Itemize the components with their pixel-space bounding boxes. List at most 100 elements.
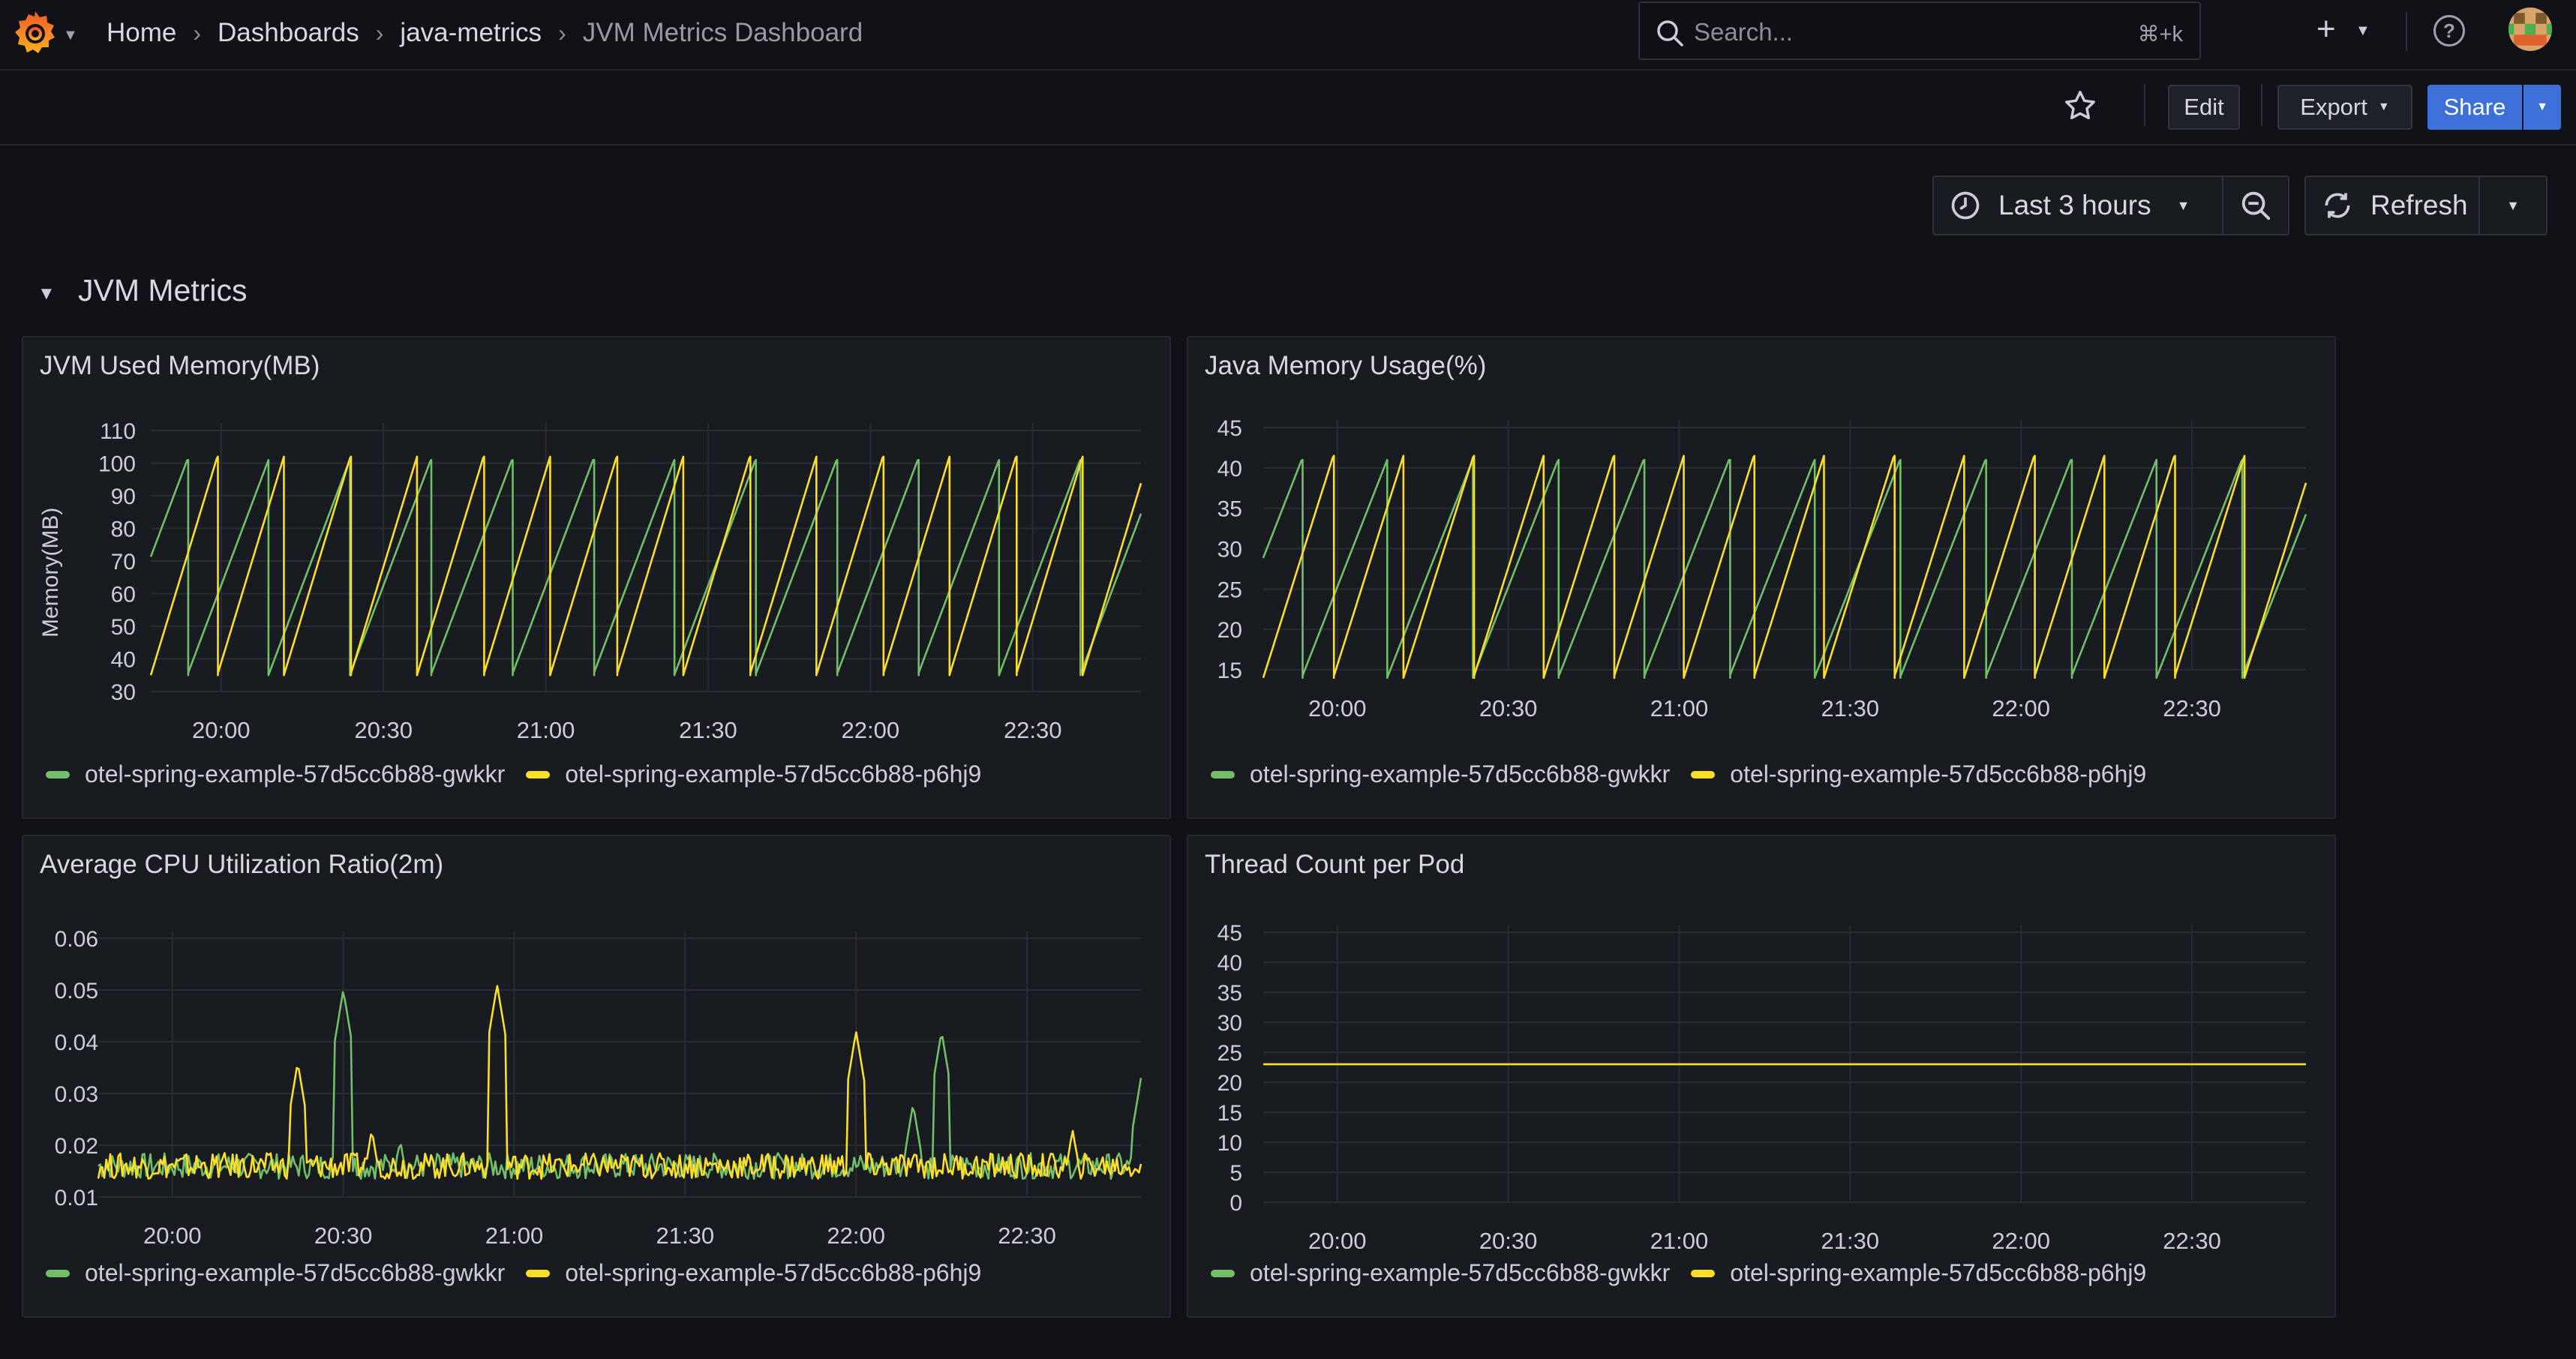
export-label: Export (2300, 94, 2367, 120)
legend-item[interactable]: otel-spring-example-57d5cc6b88-p6hj9 (1691, 1259, 2146, 1287)
x-tick-label: 20:00 (192, 717, 251, 743)
chevron-down-icon: ▼ (2176, 197, 2190, 213)
x-tick-label: 21:30 (656, 1222, 715, 1249)
y-tick-label: 45 (1217, 416, 1242, 441)
y-tick-label: 35 (1217, 497, 1242, 522)
share-button[interactable]: Share (2427, 85, 2522, 130)
refresh-label: Refresh (2370, 190, 2468, 220)
panel-jvm-used-memory[interactable]: JVM Used Memory(MB) Memory(MB) 30 40 50 60 7… (22, 336, 1171, 819)
series-line-gwkkr (98, 991, 1142, 1180)
x-tick-label: 22:00 (842, 717, 900, 743)
x-tick-label: 20:00 (1308, 1228, 1367, 1249)
series-line-gwkkr (1262, 458, 2307, 680)
x-tick-label: 22:00 (827, 1222, 885, 1249)
y-tick-label: 40 (1217, 951, 1242, 976)
refresh-interval-button[interactable]: ▼ (2478, 176, 2547, 236)
legend: otel-spring-example-57d5cc6b88-gwkkr ote… (1211, 760, 2167, 788)
star-icon[interactable] (2063, 88, 2097, 123)
zoom-out-icon (2241, 191, 2271, 220)
legend-item[interactable]: otel-spring-example-57d5cc6b88-p6hj9 (526, 760, 981, 788)
panel-thread-count[interactable]: Thread Count per Pod 0 5 10 15 20 25 30 35 40 45 2… (1187, 835, 2336, 1318)
x-tick-label: 21:00 (485, 1222, 544, 1249)
series-line-gwkkr (149, 458, 1142, 676)
y-tick-label: 5 (1229, 1161, 1242, 1186)
legend-item[interactable]: otel-spring-example-57d5cc6b88-p6hj9 (1691, 760, 2146, 788)
chevron-right-icon: › (558, 19, 566, 46)
chart-thread-count: 0 5 10 15 20 25 30 35 40 45 20:00 20:30 21:00 21:30 22… (1217, 921, 2306, 1249)
legend-item[interactable]: otel-spring-example-57d5cc6b88-gwkkr (1211, 1259, 1670, 1287)
legend-item[interactable]: otel-spring-example-57d5cc6b88-p6hj9 (526, 1259, 981, 1287)
x-tick-label: 22:00 (1992, 1228, 2050, 1249)
legend-label: otel-spring-example-57d5cc6b88-p6hj9 (1730, 1259, 2147, 1286)
panel-title: Average CPU Utilization Ratio(2m) (40, 850, 444, 879)
x-tick-label: 20:00 (143, 1222, 202, 1249)
legend-label: otel-spring-example-57d5cc6b88-gwkkr (1250, 760, 1671, 788)
export-button[interactable]: Export ▼ (2277, 85, 2412, 130)
legend-label: otel-spring-example-57d5cc6b88-gwkkr (1250, 1259, 1671, 1286)
x-tick-label: 20:00 (1308, 695, 1367, 722)
y-tick-label: 50 (111, 615, 136, 640)
dashboard-toolbar (0, 70, 2576, 146)
time-range-picker[interactable]: Last 3 hours ▼ (1932, 176, 2223, 236)
legend-label: otel-spring-example-57d5cc6b88-gwkkr (85, 1259, 506, 1286)
edit-button[interactable]: Edit (2168, 85, 2240, 130)
top-nav-bar: ▼ Home › Dashboards › java-metrics › JVM… (0, 0, 2576, 70)
x-tick-label: 22:30 (2163, 1228, 2221, 1249)
y-tick-label: 25 (1217, 1041, 1242, 1066)
x-tick-label: 21:00 (517, 717, 575, 743)
legend-item[interactable]: otel-spring-example-57d5cc6b88-gwkkr (46, 760, 505, 788)
refresh-icon (2325, 193, 2350, 218)
row-collapse-icon[interactable]: ▼ (38, 284, 56, 304)
panel-java-memory-usage[interactable]: Java Memory Usage(%) 15 20 25 30 35 40 45 20:00… (1187, 336, 2336, 819)
refresh-button[interactable]: Refresh (2304, 176, 2480, 236)
panel-cpu-utilization[interactable]: Average CPU Utilization Ratio(2m) 0.01 0.… (22, 835, 1171, 1318)
y-tick-label: 0.02 (55, 1134, 98, 1159)
y-tick-label: 90 (111, 484, 136, 509)
series-line-p6hj9 (97, 985, 1142, 1180)
chart-jvm-used-memory: 30 40 50 60 70 80 90 100 110 20:00 20:30 21:00 21:30… (98, 419, 1142, 743)
breadcrumb-home[interactable]: Home (107, 18, 177, 47)
legend-item[interactable]: otel-spring-example-57d5cc6b88-gwkkr (1211, 760, 1670, 788)
chevron-right-icon: › (375, 19, 384, 46)
x-tick-label: 22:30 (2163, 695, 2221, 722)
x-tick-label: 20:30 (314, 1222, 373, 1249)
search-icon (1657, 20, 1683, 46)
y-tick-label: 15 (1217, 1101, 1242, 1126)
y-tick-label: 0.06 (55, 927, 98, 952)
row-title[interactable]: JVM Metrics (78, 273, 248, 308)
x-tick-label: 20:30 (1479, 695, 1538, 722)
chevron-down-icon: ▼ (2506, 197, 2520, 213)
x-tick-label: 22:30 (1004, 717, 1062, 743)
x-tick-label: 20:30 (1479, 1228, 1538, 1249)
y-tick-label: 0.03 (55, 1082, 98, 1107)
chevron-down-icon[interactable]: ▼ (63, 27, 78, 44)
y-tick-label: 40 (111, 648, 136, 673)
grafana-logo[interactable] (11, 8, 60, 57)
zoom-out-button[interactable] (2222, 176, 2289, 236)
share-menu-button[interactable]: ▼ (2523, 85, 2561, 130)
y-tick-label: 0 (1229, 1191, 1242, 1216)
y-tick-label: 100 (98, 452, 136, 477)
breadcrumb-dashboards[interactable]: Dashboards (218, 18, 359, 47)
breadcrumb-folder[interactable]: java-metrics (400, 18, 542, 47)
y-tick-label: 30 (111, 680, 136, 705)
y-tick-label: 20 (1217, 618, 1242, 643)
legend: otel-spring-example-57d5cc6b88-gwkkr ote… (1211, 1259, 2167, 1287)
avatar[interactable] (2508, 8, 2552, 51)
x-tick-label: 20:30 (354, 717, 413, 743)
divider (2261, 84, 2262, 126)
plus-icon[interactable]: + (2316, 10, 2336, 47)
x-tick-label: 21:30 (679, 717, 737, 743)
chevron-down-icon[interactable]: ▼ (2355, 22, 2370, 39)
help-icon[interactable]: ? (2433, 15, 2465, 46)
y-tick-label: 15 (1217, 658, 1242, 683)
legend-item[interactable]: otel-spring-example-57d5cc6b88-gwkkr (46, 1259, 505, 1287)
y-tick-label: 30 (1217, 538, 1242, 562)
search-input[interactable]: Search... ⌘+k (1638, 2, 2201, 60)
chevron-down-icon: ▼ (2536, 100, 2548, 113)
panel-title: JVM Used Memory(MB) (40, 351, 320, 380)
legend-label: otel-spring-example-57d5cc6b88-p6hj9 (565, 1259, 982, 1286)
y-tick-label: 70 (111, 550, 136, 574)
breadcrumb: Home › Dashboards › java-metrics › JVM M… (107, 15, 863, 51)
time-range-label: Last 3 hours (1998, 190, 2151, 220)
